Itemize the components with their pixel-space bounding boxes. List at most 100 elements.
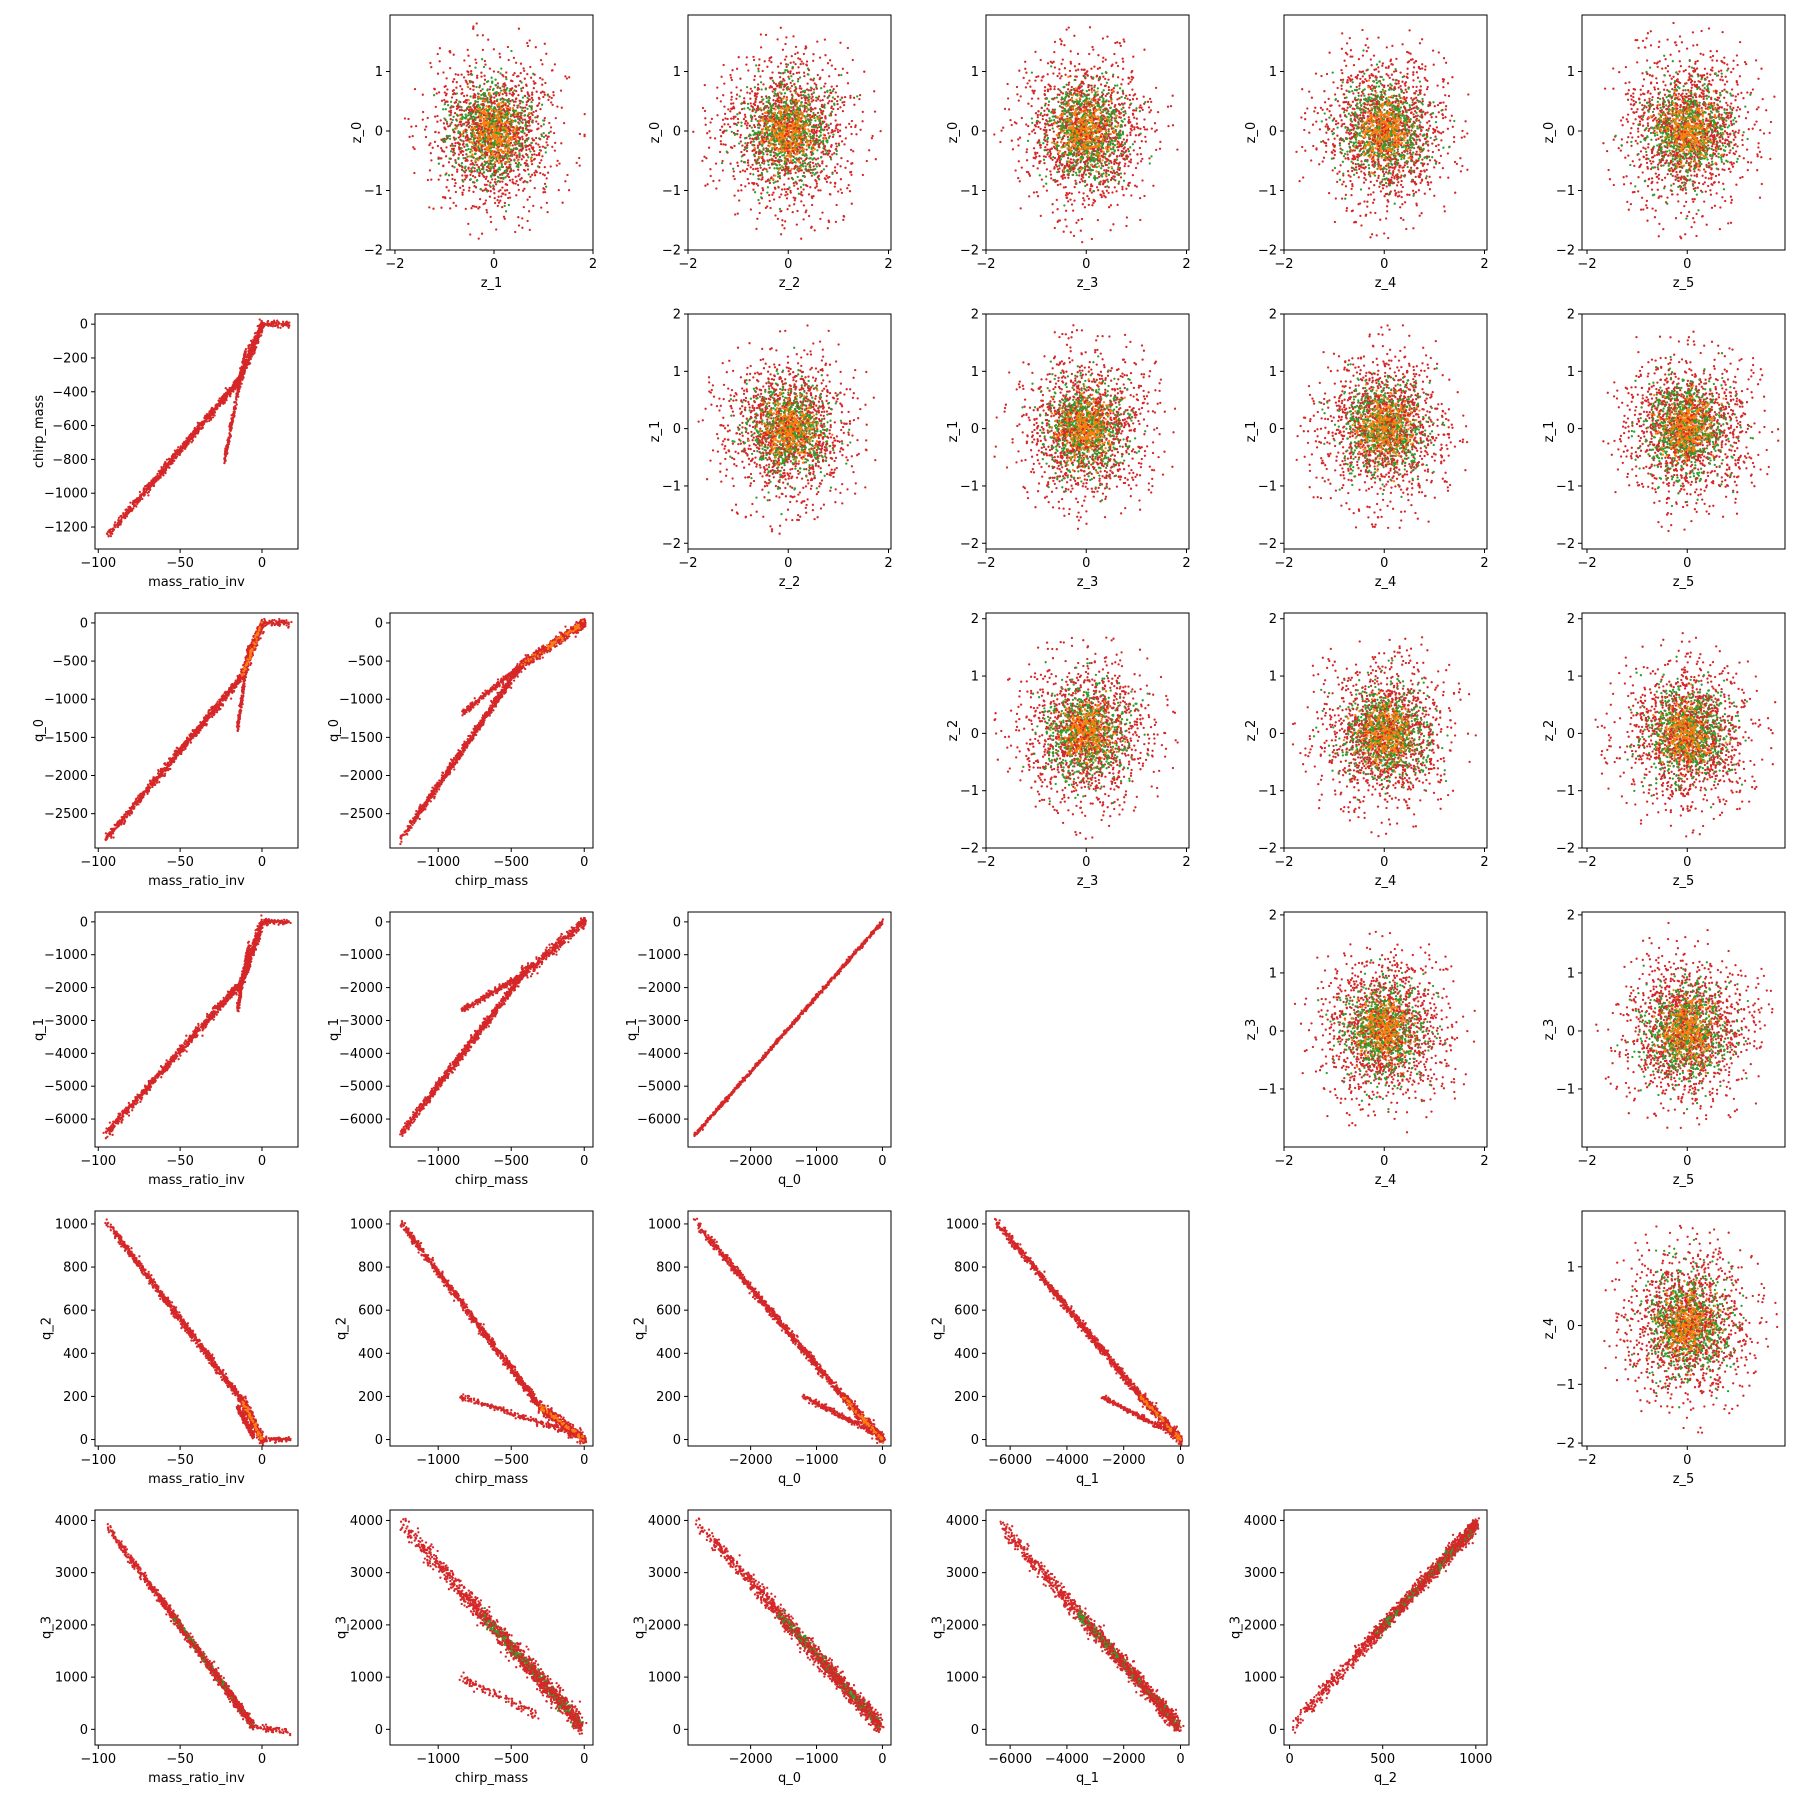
data-point <box>809 133 812 136</box>
data-point <box>472 137 476 140</box>
y-axis-label: z_0 <box>648 122 663 144</box>
data-point <box>499 199 502 202</box>
data-point <box>460 147 463 150</box>
data-point <box>430 178 433 181</box>
data-point <box>1035 75 1038 79</box>
data-point <box>441 149 444 153</box>
data-point <box>493 171 496 174</box>
data-point <box>504 210 508 213</box>
data-point <box>815 165 818 168</box>
data-point <box>493 96 496 99</box>
data-point <box>783 120 787 123</box>
data-point <box>1058 68 1061 71</box>
data-point <box>520 106 524 109</box>
data-point <box>799 186 803 189</box>
data-point <box>1053 87 1056 91</box>
data-point <box>775 127 779 131</box>
data-point <box>831 153 834 156</box>
data-point <box>528 195 531 199</box>
data-point <box>805 60 809 63</box>
data-point <box>810 118 813 122</box>
data-point <box>492 162 496 166</box>
data-point <box>508 92 511 95</box>
data-point <box>493 201 497 205</box>
data-point <box>450 121 453 124</box>
data-point <box>743 170 747 173</box>
data-point <box>754 111 757 114</box>
data-point <box>802 71 806 74</box>
data-point <box>729 146 733 149</box>
data-point <box>490 175 493 178</box>
data-point <box>578 132 582 136</box>
data-point <box>730 91 733 94</box>
data-point <box>805 88 809 91</box>
data-point <box>770 86 774 89</box>
data-point <box>475 116 478 119</box>
data-point <box>464 121 468 124</box>
data-point <box>517 93 520 97</box>
data-point <box>493 100 496 103</box>
data-point <box>796 168 799 172</box>
data-point <box>548 121 551 125</box>
data-point <box>520 111 523 115</box>
data-point <box>466 114 470 117</box>
data-point <box>794 85 797 89</box>
data-point <box>525 180 528 184</box>
data-point <box>517 161 521 165</box>
data-point <box>509 148 512 151</box>
data-point <box>465 131 468 134</box>
data-point <box>500 149 503 153</box>
data-point <box>753 78 756 82</box>
data-point <box>539 171 542 175</box>
data-point <box>815 134 818 137</box>
data-point <box>523 118 527 121</box>
data-point <box>800 169 803 172</box>
data-point <box>795 105 798 108</box>
data-point <box>844 166 847 169</box>
data-point <box>819 171 822 174</box>
data-point <box>831 135 835 139</box>
data-point <box>458 108 461 112</box>
data-point <box>780 169 784 172</box>
data-point <box>819 217 822 221</box>
data-point <box>811 139 814 143</box>
data-point <box>535 90 538 93</box>
data-point <box>1049 170 1052 173</box>
data-point <box>442 164 445 168</box>
data-point <box>489 135 492 139</box>
data-point <box>755 132 758 135</box>
data-point <box>526 44 530 48</box>
data-point <box>494 164 497 168</box>
data-point <box>508 196 512 199</box>
data-point <box>519 71 522 75</box>
data-point <box>539 76 542 80</box>
data-point <box>461 115 464 118</box>
data-point <box>507 142 510 145</box>
data-point <box>492 188 496 191</box>
data-point <box>500 89 503 92</box>
data-point <box>823 106 826 109</box>
data-point <box>508 150 512 154</box>
data-point <box>757 67 760 70</box>
data-point <box>761 131 764 135</box>
data-point <box>729 73 732 77</box>
data-point <box>1117 182 1120 185</box>
data-point <box>842 218 845 222</box>
data-point <box>791 142 794 145</box>
data-point <box>528 39 531 42</box>
data-point <box>816 149 819 152</box>
data-point <box>513 115 516 119</box>
data-point <box>795 223 798 226</box>
data-point <box>849 170 853 174</box>
data-point <box>1070 203 1074 206</box>
data-point <box>531 91 534 94</box>
data-point <box>464 79 467 82</box>
data-point <box>454 182 457 185</box>
data-point <box>851 58 854 62</box>
data-point <box>524 164 528 167</box>
data-point <box>474 159 477 162</box>
x-tick-label: −2 <box>678 257 697 272</box>
data-point <box>506 98 509 102</box>
data-point <box>486 190 489 193</box>
data-point <box>546 144 549 147</box>
